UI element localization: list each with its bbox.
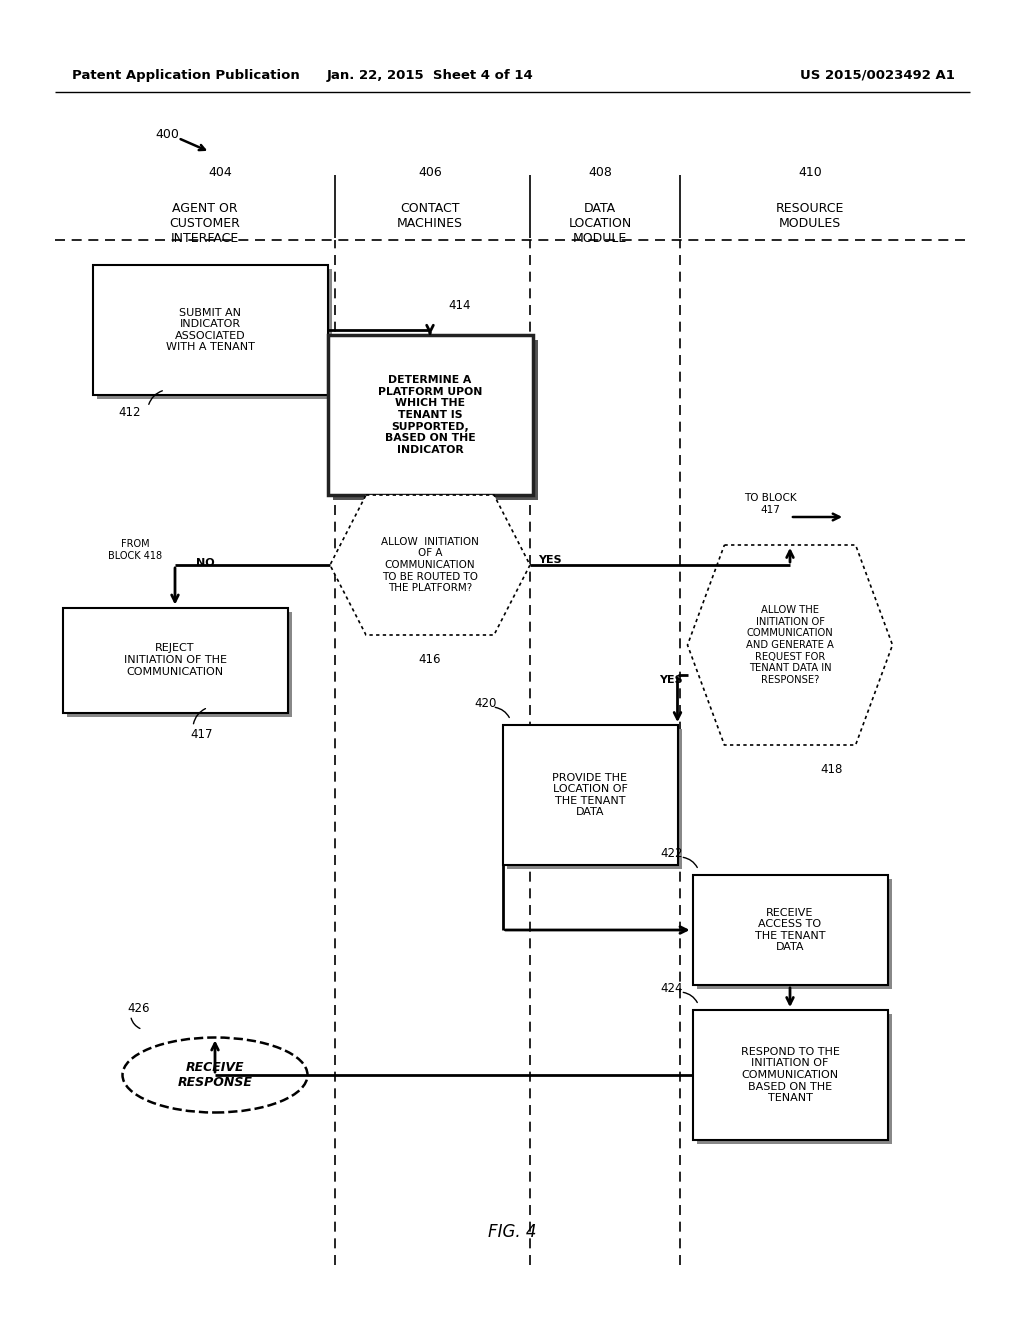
Text: Jan. 22, 2015  Sheet 4 of 14: Jan. 22, 2015 Sheet 4 of 14 bbox=[327, 69, 534, 82]
Text: ALLOW  INITIATION
OF A
COMMUNICATION
TO BE ROUTED TO
THE PLATFORM?: ALLOW INITIATION OF A COMMUNICATION TO B… bbox=[381, 537, 479, 593]
Text: 410: 410 bbox=[798, 165, 822, 178]
Bar bbox=[96, 269, 332, 399]
Text: REJECT
INITIATION OF THE
COMMUNICATION: REJECT INITIATION OF THE COMMUNICATION bbox=[124, 643, 226, 677]
Text: US 2015/0023492 A1: US 2015/0023492 A1 bbox=[800, 69, 955, 82]
Bar bbox=[696, 879, 892, 989]
Bar bbox=[503, 725, 678, 865]
Text: 414: 414 bbox=[449, 300, 470, 312]
Text: 417: 417 bbox=[190, 729, 213, 741]
Text: CONTACT
MACHINES: CONTACT MACHINES bbox=[397, 202, 463, 230]
Text: 426: 426 bbox=[128, 1002, 150, 1015]
Text: 422: 422 bbox=[660, 847, 683, 861]
Text: RECEIVE
ACCESS TO
THE TENANT
DATA: RECEIVE ACCESS TO THE TENANT DATA bbox=[755, 908, 825, 953]
Text: RESPOND TO THE
INITIATION OF
COMMUNICATION
BASED ON THE
TENANT: RESPOND TO THE INITIATION OF COMMUNICATI… bbox=[740, 1047, 840, 1104]
Text: RESOURCE
MODULES: RESOURCE MODULES bbox=[776, 202, 844, 230]
Text: SUBMIT AN
INDICATOR
ASSOCIATED
WITH A TENANT: SUBMIT AN INDICATOR ASSOCIATED WITH A TE… bbox=[166, 308, 254, 352]
Text: PROVIDE THE
LOCATION OF
THE TENANT
DATA: PROVIDE THE LOCATION OF THE TENANT DATA bbox=[553, 772, 628, 817]
Text: 408: 408 bbox=[588, 165, 612, 178]
Bar bbox=[692, 875, 888, 985]
Polygon shape bbox=[687, 545, 893, 744]
Text: 418: 418 bbox=[820, 763, 843, 776]
Text: NO: NO bbox=[197, 558, 215, 568]
Bar bbox=[328, 335, 532, 495]
Text: 400: 400 bbox=[155, 128, 179, 141]
Bar bbox=[692, 1010, 888, 1140]
Text: DETERMINE A
PLATFORM UPON
WHICH THE
TENANT IS
SUPPORTED,
BASED ON THE
INDICATOR: DETERMINE A PLATFORM UPON WHICH THE TENA… bbox=[378, 375, 482, 455]
Text: ALLOW THE
INITIATION OF
COMMUNICATION
AND GENERATE A
REQUEST FOR
TENANT DATA IN
: ALLOW THE INITIATION OF COMMUNICATION AN… bbox=[746, 605, 834, 685]
Text: TO BLOCK
417: TO BLOCK 417 bbox=[743, 494, 797, 515]
Text: YES: YES bbox=[658, 675, 683, 685]
Text: RECEIVE
RESPONSE: RECEIVE RESPONSE bbox=[177, 1061, 253, 1089]
Text: 424: 424 bbox=[660, 982, 683, 995]
Text: 416: 416 bbox=[419, 653, 441, 667]
Bar bbox=[507, 729, 682, 869]
Text: FROM
BLOCK 418: FROM BLOCK 418 bbox=[108, 539, 162, 561]
Text: 420: 420 bbox=[474, 697, 497, 710]
Text: 412: 412 bbox=[118, 407, 140, 420]
Ellipse shape bbox=[123, 1038, 307, 1113]
Text: 404: 404 bbox=[208, 165, 231, 178]
Bar bbox=[67, 611, 292, 717]
Polygon shape bbox=[330, 495, 530, 635]
Bar bbox=[92, 265, 328, 395]
Text: AGENT OR
CUSTOMER
INTERFACE: AGENT OR CUSTOMER INTERFACE bbox=[170, 202, 241, 246]
Text: Patent Application Publication: Patent Application Publication bbox=[72, 69, 300, 82]
Bar bbox=[62, 607, 288, 713]
Bar bbox=[333, 341, 538, 500]
Bar bbox=[696, 1014, 892, 1144]
Text: DATA
LOCATION
MODULE: DATA LOCATION MODULE bbox=[568, 202, 632, 246]
Text: 406: 406 bbox=[418, 165, 442, 178]
Text: FIG. 4: FIG. 4 bbox=[487, 1224, 537, 1241]
Text: NO: NO bbox=[800, 601, 818, 610]
Text: YES: YES bbox=[538, 554, 561, 565]
